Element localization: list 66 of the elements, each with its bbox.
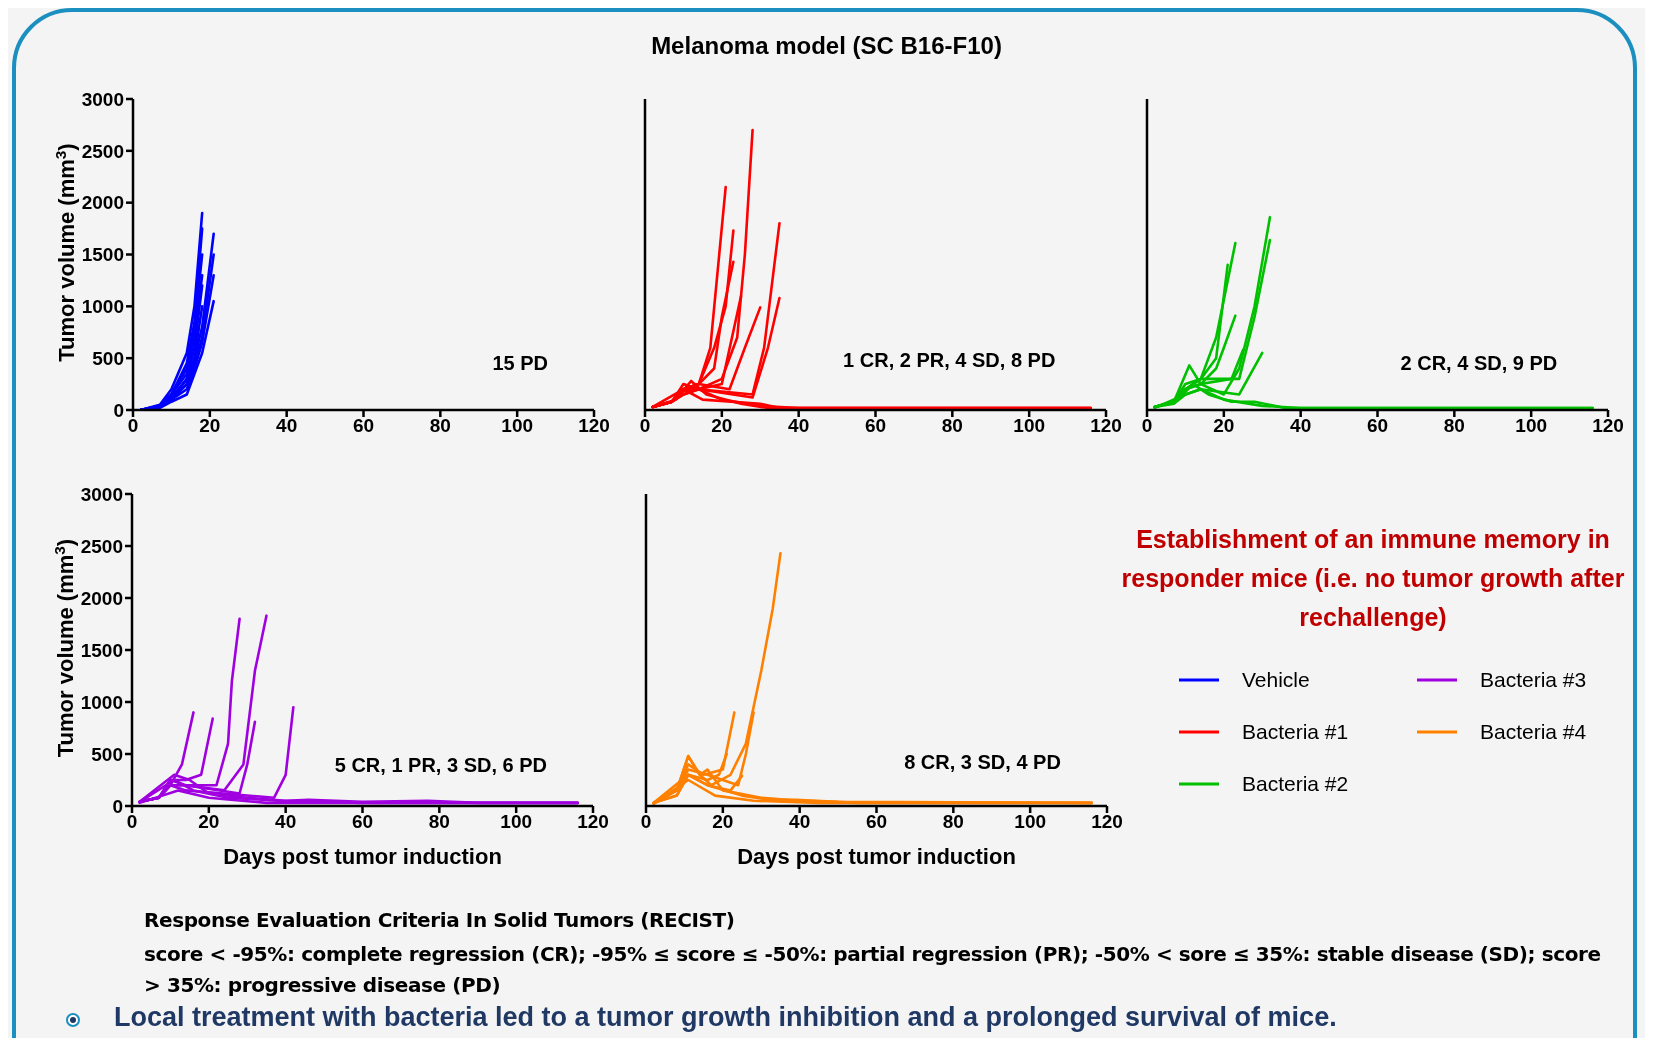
x-tick-label: 40 [275,811,297,833]
annotation: 1 CR, 2 PR, 4 SD, 8 PD [842,349,1057,373]
y-tick-label: 2500 [81,140,124,162]
annotation: 5 CR, 1 PR, 3 SD, 6 PD [333,754,548,778]
x-axis-title: Days post tumor induction [737,844,1016,869]
y-tick-label: 1500 [81,244,124,266]
x-tick-label: 120 [577,811,609,833]
x-tick-label: 0 [126,811,138,833]
legend-label: Bacteria #3 [1480,668,1587,692]
x-tick-label: 80 [1443,415,1465,437]
x-tick-label: 120 [578,415,610,437]
y-tick-label: 2500 [80,535,123,557]
text: Establishment of an immune memory in responder mice (i.e. no tumor growth after rechallenge) [1120,524,1626,633]
text: Response Evaluation Criteria In Solid Tumors (RECIST) [144,908,736,932]
text: Local treatment with bacteria led to a tumor growth inhibition and a prolonged survival of mice. [114,1002,1338,1033]
x-tick-label: 80 [942,811,964,833]
x-tick-label: 120 [1090,415,1122,437]
x-tick-label: 100 [501,415,534,437]
x-tick-label: 60 [352,415,375,437]
annotation: 2 CR, 4 SD, 9 PD [1399,352,1559,376]
x-tick-label: 0 [639,415,651,437]
y-tick-label: 1000 [81,296,124,318]
y-tick-label: 0 [112,795,123,817]
y-tick-label: 1500 [80,639,123,661]
x-tick-label: 40 [788,415,810,437]
y-tick-label: 2000 [80,587,123,609]
y-tick-label: 0 [113,399,124,421]
x-tick-label: 20 [199,415,221,437]
x-tick-label: 0 [1141,415,1153,437]
x-tick-label: 0 [640,811,652,833]
legend-label: Vehicle [1242,668,1310,692]
x-tick-label: 120 [1091,811,1123,833]
x-tick-label: 60 [864,415,887,437]
y-tick-label: 3000 [80,483,123,505]
y-tick-label: 2000 [81,192,124,214]
x-axis-title: Days post tumor induction [223,844,502,869]
y-tick-label: 3000 [81,88,124,110]
x-tick-label: 20 [1213,415,1235,437]
text: score < -95%: complete regression (CR); -95% ≤ score ≤ -50%: partial regression (PR); -50% < sore ≤ 35%: stable disease (SD); score > 35%: progressive disease (PD) [144,941,1602,999]
x-tick-label: 60 [1366,415,1389,437]
x-tick-label: 100 [1515,415,1548,437]
x-tick-label: 40 [789,811,811,833]
x-tick-label: 100 [1013,415,1046,437]
x-tick-label: 80 [428,811,450,833]
text: Melanoma model (SC B16-F10) [650,32,1003,60]
legend-label: Bacteria #4 [1480,720,1587,744]
legend-label: Bacteria #2 [1242,772,1349,796]
x-tick-label: 40 [276,415,298,437]
legend-label: Bacteria #1 [1242,720,1349,744]
x-tick-label: 120 [1592,415,1624,437]
x-tick-label: 20 [198,811,220,833]
x-tick-label: 20 [712,811,734,833]
x-tick-label: 40 [1290,415,1312,437]
annotation: 15 PD [491,352,550,376]
x-tick-label: 80 [941,415,963,437]
y-tick-label: 500 [92,347,124,369]
x-tick-label: 60 [865,811,888,833]
annotation: 8 CR, 3 SD, 4 PD [903,751,1062,775]
x-tick-label: 100 [500,811,533,833]
x-tick-label: 20 [711,415,733,437]
y-tick-label: 1000 [80,691,123,713]
x-tick-label: 60 [351,811,374,833]
y-tick-label: 500 [91,743,123,765]
x-tick-label: 0 [127,415,139,437]
x-tick-label: 100 [1014,811,1047,833]
x-tick-label: 80 [429,415,451,437]
